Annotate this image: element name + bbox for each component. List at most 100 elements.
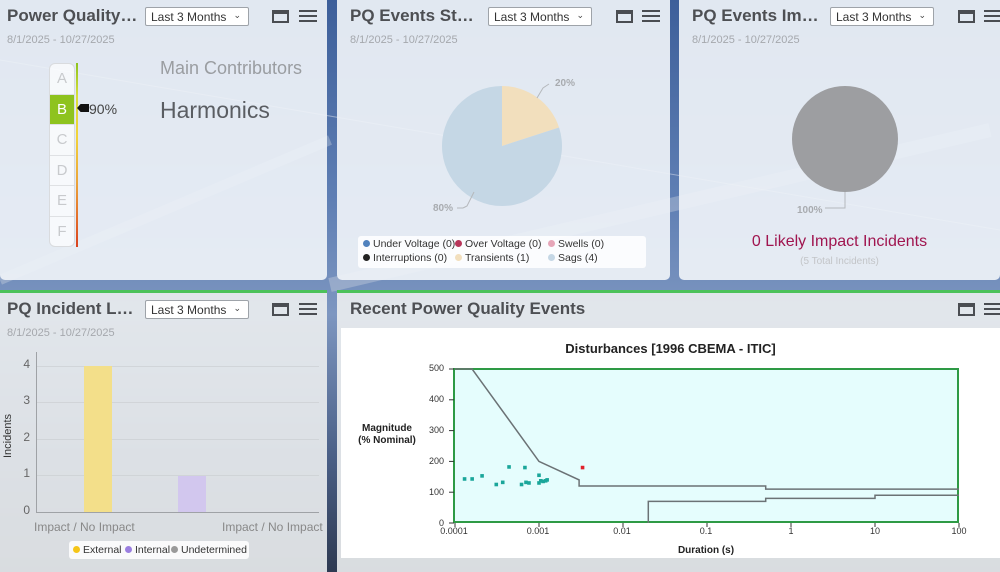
event-point[interactable] (519, 482, 524, 487)
chart-title: Disturbances [1996 CBEMA - ITIC] (565, 341, 776, 356)
event-point[interactable] (480, 474, 484, 478)
pie-slice-sags[interactable] (441, 86, 562, 206)
itic-curve-lower-itic (647, 494, 959, 523)
date-range-text: 8/1/2025 - 10/27/2025 (7, 34, 115, 46)
itic-curve-upper-itic (455, 368, 959, 490)
legend-item-sags[interactable]: Sags (4) (548, 252, 598, 264)
event-point[interactable] (537, 473, 541, 478)
legend-item-internal[interactable]: Internal (125, 544, 170, 556)
event-point[interactable] (538, 479, 543, 483)
event-point[interactable] (524, 480, 528, 485)
event-point[interactable] (494, 482, 499, 487)
legend-dot-icon (125, 546, 132, 553)
pie-slice-no-impact[interactable] (792, 86, 898, 192)
event-point[interactable] (523, 465, 527, 470)
y-axis-title: Magnitude (% Nominal) (358, 423, 416, 446)
select-value: Last 3 Months (494, 10, 570, 24)
date-range-select[interactable]: Last 3 Months ⌄ (145, 300, 249, 319)
maximize-icon[interactable] (616, 10, 633, 23)
select-value: Last 3 Months (151, 303, 227, 317)
grade-e: E (50, 186, 74, 217)
pie-label-100: 100% (797, 205, 823, 216)
legend-item-interruptions[interactable]: Interruptions (0) (363, 252, 447, 264)
legend-dot-icon (548, 254, 555, 261)
legend-item-under-voltage[interactable]: Under Voltage (0) (363, 238, 455, 250)
pq-events-legend: Under Voltage (0) Over Voltage (0) Swell… (358, 236, 646, 268)
pq-events-status-pie (441, 83, 562, 209)
x-axis-line (36, 512, 319, 513)
pq-events-impact-pie (792, 86, 898, 209)
chevron-down-icon: ⌄ (576, 10, 584, 20)
x-axis-title: Duration (s) (677, 545, 735, 556)
legend-dot-icon (455, 254, 462, 261)
grade-d: D (50, 156, 74, 187)
grade-b: B (50, 94, 74, 126)
event-point[interactable] (470, 477, 474, 481)
pie-slice-transients[interactable] (502, 86, 560, 146)
x-tick: 0.1 (699, 526, 713, 536)
y-axis-line (36, 352, 37, 513)
select-value: Last 3 Months (836, 10, 912, 24)
event-point[interactable] (545, 478, 549, 482)
maximize-icon[interactable] (958, 10, 975, 23)
x-tick: 0.0001 (440, 526, 468, 536)
chevron-down-icon: ⌄ (233, 10, 241, 20)
panel-title: PQ Events Im… (692, 6, 819, 25)
date-range-select[interactable]: Last 3 Months ⌄ (830, 7, 934, 26)
legend-label: Sags (4) (558, 252, 598, 264)
legend-item-undetermined[interactable]: Undetermined (171, 544, 247, 556)
hamburger-menu-icon[interactable] (299, 10, 317, 23)
y-tick: 300 (428, 425, 444, 435)
event-point[interactable] (462, 477, 467, 481)
gridline (37, 475, 319, 476)
hamburger-menu-icon[interactable] (984, 10, 1000, 23)
grade-a: A (50, 64, 74, 95)
date-range-select[interactable]: Last 3 Months ⌄ (488, 7, 592, 26)
date-range-text: 8/1/2025 - 10/27/2025 (7, 327, 115, 339)
event-point[interactable] (580, 465, 585, 470)
gridline (37, 366, 319, 367)
chevron-down-icon: ⌄ (918, 10, 926, 20)
gridline (37, 439, 319, 440)
panel-title: PQ Events St… (350, 6, 474, 25)
maximize-icon[interactable] (958, 303, 975, 316)
x-tick: 100 (951, 526, 967, 536)
likely-impact-headline: 0 Likely Impact Incidents (751, 233, 928, 250)
event-point[interactable] (507, 465, 511, 469)
incident-legend: External Internal Undetermined (69, 541, 249, 559)
pq-incident-panel: PQ Incident L… Last 3 Months ⌄ 8/1/2025 … (0, 293, 327, 572)
legend-item-over-voltage[interactable]: Over Voltage (0) (455, 238, 541, 250)
date-range-select[interactable]: Last 3 Months ⌄ (145, 7, 249, 26)
hamburger-menu-icon[interactable] (642, 10, 660, 23)
legend-label: Swells (0) (558, 238, 605, 250)
maximize-icon[interactable] (272, 303, 289, 316)
y-tick: 0 (23, 503, 30, 517)
legend-item-external[interactable]: External (73, 544, 122, 556)
legend-label: Internal (135, 544, 171, 556)
event-point[interactable] (537, 481, 541, 485)
event-point[interactable] (527, 481, 531, 485)
x-category-label: Impact / No Impact (222, 520, 323, 534)
grade-gradient-bar (76, 63, 78, 247)
hamburger-menu-icon[interactable] (299, 303, 317, 316)
grade-pointer-icon (77, 104, 89, 112)
maximize-icon[interactable] (272, 10, 289, 23)
bar-internal[interactable] (178, 476, 206, 512)
bar-external[interactable] (84, 366, 112, 512)
legend-dot-icon (73, 546, 80, 553)
legend-dot-icon (363, 254, 370, 261)
y-tick: 2 (23, 430, 30, 444)
legend-label: Interruptions (0) (373, 252, 448, 264)
legend-dot-icon (363, 240, 370, 247)
legend-item-swells[interactable]: Swells (0) (548, 238, 604, 250)
event-point[interactable] (500, 480, 505, 485)
legend-item-transients[interactable]: Transients (1) (455, 252, 529, 264)
event-point[interactable] (541, 479, 545, 484)
legend-dot-icon (548, 240, 555, 247)
hamburger-menu-icon[interactable] (984, 303, 1000, 316)
row-divider (337, 290, 1000, 293)
y-tick: 400 (428, 394, 444, 404)
y-tick: 4 (23, 357, 30, 371)
main-contributors-label: Main Contributors (160, 58, 303, 78)
pq-events-status-panel: PQ Events St… Last 3 Months ⌄ 8/1/2025 -… (337, 0, 670, 280)
